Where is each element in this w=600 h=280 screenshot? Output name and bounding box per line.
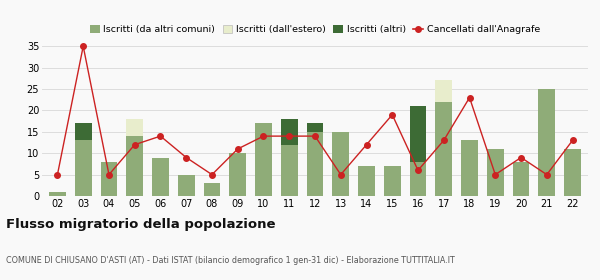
- Bar: [332, 132, 349, 196]
- Bar: [436, 102, 452, 196]
- Bar: [538, 89, 555, 196]
- Bar: [564, 149, 581, 196]
- Bar: [178, 175, 194, 196]
- Bar: [358, 166, 375, 196]
- Bar: [436, 80, 452, 102]
- Bar: [281, 145, 298, 196]
- Bar: [49, 192, 66, 196]
- Bar: [307, 132, 323, 196]
- Legend: Iscritti (da altri comuni), Iscritti (dall'estero), Iscritti (altri), Cancellati: Iscritti (da altri comuni), Iscritti (da…: [90, 25, 540, 34]
- Bar: [75, 123, 92, 140]
- Bar: [127, 119, 143, 136]
- Bar: [101, 162, 118, 196]
- Bar: [512, 162, 529, 196]
- Bar: [255, 123, 272, 196]
- Bar: [307, 123, 323, 132]
- Bar: [281, 119, 298, 145]
- Text: Flusso migratorio della popolazione: Flusso migratorio della popolazione: [6, 218, 275, 231]
- Bar: [384, 166, 401, 196]
- Bar: [203, 183, 220, 196]
- Bar: [487, 149, 503, 196]
- Bar: [229, 153, 246, 196]
- Bar: [410, 106, 427, 162]
- Bar: [410, 162, 427, 196]
- Bar: [461, 140, 478, 196]
- Bar: [152, 157, 169, 196]
- Bar: [75, 140, 92, 196]
- Bar: [127, 136, 143, 196]
- Text: COMUNE DI CHIUSANO D'ASTI (AT) - Dati ISTAT (bilancio demografico 1 gen-31 dic) : COMUNE DI CHIUSANO D'ASTI (AT) - Dati IS…: [6, 256, 455, 265]
